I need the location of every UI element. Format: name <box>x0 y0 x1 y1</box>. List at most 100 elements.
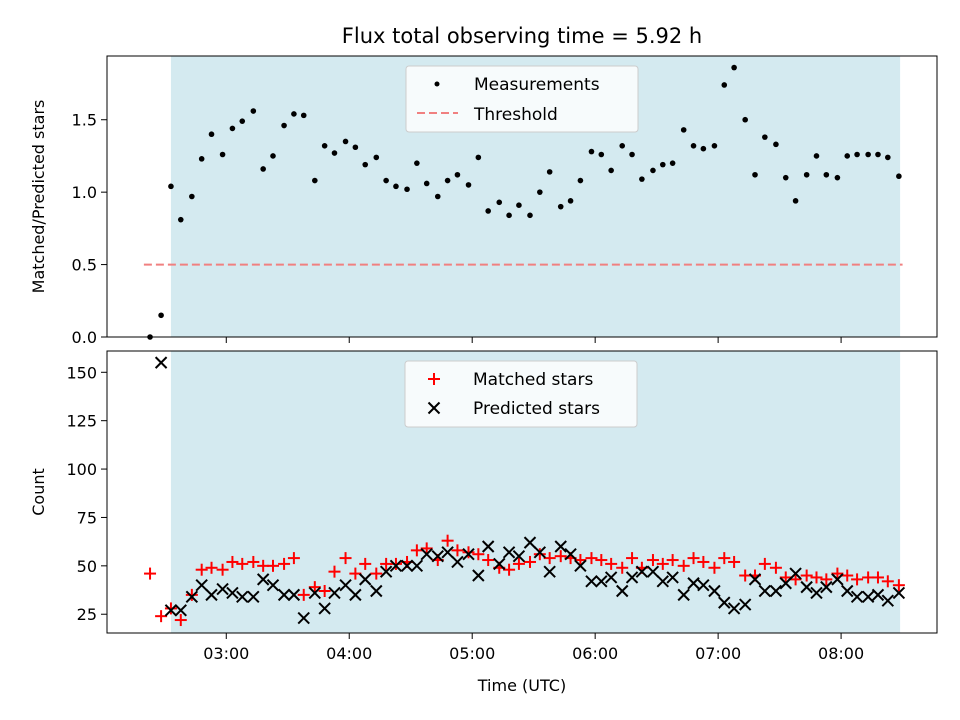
legend-x <box>427 401 441 415</box>
measurement-point <box>291 111 297 117</box>
matched-star-point <box>185 588 198 601</box>
legend-measurement-marker <box>434 81 440 87</box>
predicted-star-point <box>195 578 208 592</box>
measurement-point <box>177 216 184 223</box>
predicted-star-point <box>389 559 403 573</box>
predicted-star-point <box>493 557 506 571</box>
predicted-star-point <box>328 586 341 600</box>
measurement-point <box>742 116 748 123</box>
legend-predicted-label: Predicted stars <box>473 399 600 419</box>
predicted-star-point-b <box>687 577 700 590</box>
x-tick-label: 08:00 <box>818 644 864 663</box>
measurement-point <box>496 199 503 206</box>
predicted-star-point <box>462 548 475 561</box>
predicted-star-point-b <box>523 536 537 549</box>
predicted-star-point-b <box>831 573 844 586</box>
predicted-star-point <box>769 584 783 598</box>
predicted-star-point <box>174 604 187 617</box>
predicted-star-point-b <box>462 548 475 561</box>
predicted-star-point-b <box>727 602 741 615</box>
predicted-star-point-b <box>604 571 618 584</box>
matched-star-point <box>370 567 383 580</box>
measurement-point <box>690 143 697 149</box>
matched-star-point <box>800 569 813 582</box>
y-tick-label: 1.0 <box>72 183 97 202</box>
predicted-star-point <box>656 575 669 588</box>
measurement-point <box>557 203 564 210</box>
measurement-point <box>792 198 799 204</box>
measurement-point <box>168 183 174 190</box>
measurement-point <box>342 138 349 145</box>
predicted-star-point-b <box>256 573 270 586</box>
predicted-star-point-b <box>389 559 403 573</box>
matched-star-point <box>697 555 710 568</box>
predicted-star-point <box>677 588 690 602</box>
y-tick-label: 75 <box>77 508 97 527</box>
y-axis-label-ratio: Matched/Predicted stars <box>29 100 48 294</box>
predicted-star-point <box>666 571 679 584</box>
predicted-star-point <box>820 580 833 594</box>
measurement-point <box>803 171 810 178</box>
measurement-point <box>721 82 728 88</box>
measurement-point <box>352 144 359 151</box>
measurement-point <box>700 145 707 152</box>
measurement-point <box>404 186 410 193</box>
predicted-star-point-b <box>666 571 679 584</box>
predicted-star-point-b <box>779 577 792 590</box>
x-tick-label: 04:00 <box>326 644 372 663</box>
predicted-star-point <box>616 584 629 598</box>
predicted-star-point-b <box>451 555 464 569</box>
predicted-star-point <box>604 571 618 584</box>
matched-star-point <box>820 573 833 586</box>
measurement-point <box>270 153 276 159</box>
matched-star-point <box>779 571 792 584</box>
y-tick-label: 1.5 <box>72 111 97 130</box>
predicted-star-point <box>226 586 239 600</box>
predicted-star-point-b <box>308 586 322 600</box>
measurement-point <box>669 160 676 166</box>
measurement-point <box>506 212 512 219</box>
predicted-star-point-b <box>205 588 218 602</box>
predicted-star-point <box>646 565 660 578</box>
predicted-star-point-b <box>595 575 608 588</box>
predicted-star-point <box>697 578 710 592</box>
predicted-star-point-b <box>635 565 649 578</box>
measurement-point <box>629 151 635 158</box>
chart-title: Flux total observing time = 5.92 h <box>342 24 702 48</box>
matched-star-point <box>605 557 618 570</box>
predicted-star-point-b <box>420 548 433 561</box>
predicted-star-point <box>564 548 577 561</box>
predicted-star-point <box>758 584 772 598</box>
measurement-point <box>475 154 482 161</box>
predicted-star-point <box>738 598 752 611</box>
matched-star-point <box>758 557 771 570</box>
predicted-star-point-b <box>738 598 752 611</box>
predicted-star-point <box>687 577 700 590</box>
matched-star-point <box>308 581 321 594</box>
predicted-star-point-b <box>174 604 187 617</box>
x-axis-label-time: Time (UTC) <box>477 676 566 695</box>
predicted-star-point <box>748 573 762 586</box>
predicted-star-point <box>554 540 567 553</box>
predicted-star-point-b <box>226 586 239 600</box>
measurement-point <box>896 173 902 180</box>
predicted-star-point <box>800 580 813 594</box>
x-tick-label: 03:00 <box>203 644 249 663</box>
measurement-point <box>844 153 851 159</box>
predicted-star-point <box>625 571 639 584</box>
y-tick-label: 25 <box>77 605 97 624</box>
bottom-panel: 03:00 04:00 05:00 06:00 07:00 08:00 25 50 75 100 1… <box>29 350 938 695</box>
x-tick-label: 05:00 <box>449 644 495 663</box>
matched-star-point <box>769 561 782 574</box>
top-legend: Measurements Threshold <box>405 65 639 133</box>
predicted-star-point-b <box>748 573 762 586</box>
matched-star-point <box>881 575 894 588</box>
measurement-point <box>608 167 614 174</box>
measurement-point <box>854 151 860 158</box>
measurement-point <box>454 171 461 178</box>
measurement-point <box>434 193 441 200</box>
predicted-star-point-b <box>554 540 567 553</box>
matched-star-point <box>155 610 168 623</box>
predicted-star-point-b <box>216 582 229 596</box>
